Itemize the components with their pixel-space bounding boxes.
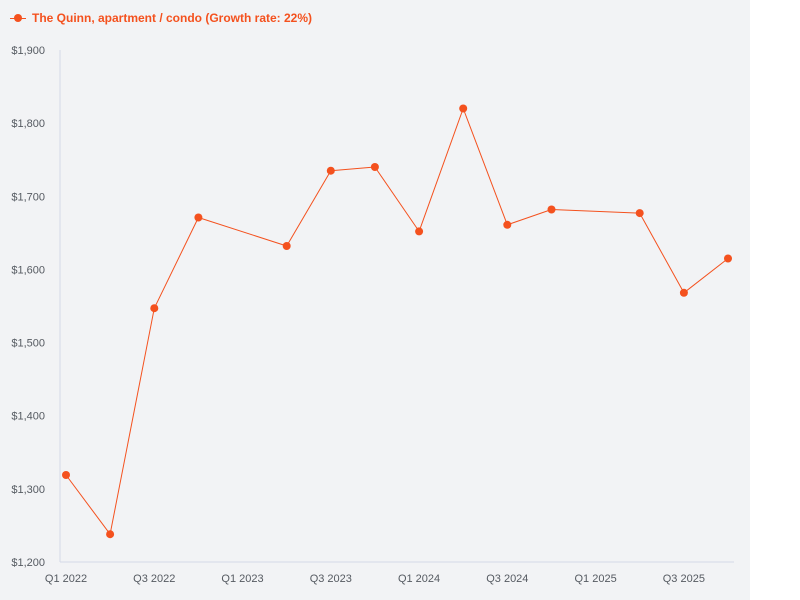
y-tick-label: $1,900 — [11, 45, 45, 57]
data-point[interactable] — [62, 471, 70, 479]
y-tick-label: $1,400 — [11, 411, 45, 423]
x-axis-ticks: Q1 2022 Q3 2022 Q1 2023 Q3 2023 Q1 2024 Q3 20… — [45, 573, 705, 585]
x-tick-label: Q3 2024 — [486, 573, 528, 585]
y-tick-label: $1,300 — [11, 484, 45, 496]
x-tick-label: Q1 2025 — [574, 573, 616, 585]
y-tick-label: $1,700 — [11, 191, 45, 203]
y-tick-label: $1,800 — [11, 118, 45, 130]
data-point[interactable] — [370, 163, 379, 171]
legend-marker-icon — [10, 12, 26, 24]
data-point[interactable] — [194, 213, 203, 222]
y-tick-label: $1,500 — [11, 338, 45, 350]
x-tick-label: Q3 2023 — [310, 573, 352, 585]
x-tick-label: Q3 2022 — [133, 573, 175, 585]
data-point[interactable] — [547, 205, 556, 214]
y-axis-ticks: $1,200 $1,300 $1,400 $1,500 $1,600 $1,700 $1,8… — [11, 45, 45, 569]
data-point[interactable] — [150, 304, 159, 313]
x-tick-label: Q3 2025 — [663, 573, 705, 585]
data-point[interactable] — [415, 227, 424, 236]
data-point[interactable] — [459, 104, 468, 113]
x-tick-label: Q1 2024 — [398, 573, 440, 585]
data-point[interactable] — [326, 166, 335, 175]
x-tick-label: Q1 2023 — [221, 573, 263, 585]
line-chart: $1,200 $1,300 $1,400 $1,500 $1,600 $1,700 $1,8… — [11, 45, 734, 585]
data-point[interactable] — [503, 220, 512, 229]
data-point[interactable] — [724, 254, 732, 263]
legend-label: The Quinn, apartment / condo (Growth rat… — [32, 11, 313, 25]
y-tick-label: $1,600 — [11, 264, 45, 276]
data-point[interactable] — [106, 530, 115, 539]
data-point[interactable] — [679, 288, 688, 297]
series-group — [62, 104, 732, 539]
data-point[interactable] — [635, 209, 644, 218]
x-tick-label: Q1 2022 — [45, 573, 87, 585]
series-line — [65, 108, 729, 535]
chart-panel: The Quinn, apartment / condo (Growth rat… — [0, 0, 750, 600]
data-point[interactable] — [282, 242, 291, 250]
axes — [59, 50, 734, 563]
legend[interactable]: The Quinn, apartment / condo (Growth rat… — [10, 8, 312, 28]
y-tick-label: $1,200 — [11, 557, 45, 569]
